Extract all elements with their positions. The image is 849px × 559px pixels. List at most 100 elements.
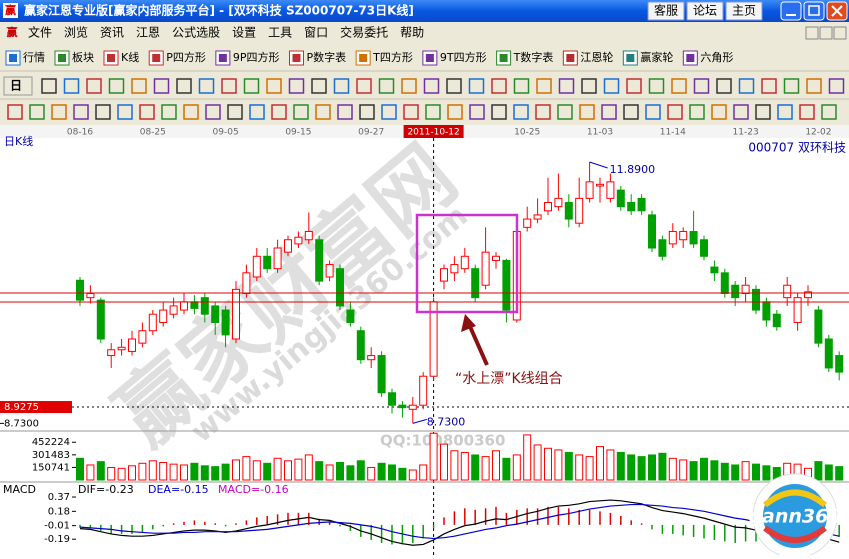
tool-icon[interactable] bbox=[131, 78, 147, 94]
tool-label[interactable]: 江恩轮 bbox=[580, 50, 613, 64]
tool-icon[interactable] bbox=[378, 78, 395, 94]
tool-icon[interactable] bbox=[271, 104, 287, 120]
tool-icon[interactable] bbox=[761, 78, 777, 94]
tool-icon[interactable] bbox=[513, 104, 529, 120]
tool-label[interactable]: 行情 bbox=[23, 51, 45, 64]
tool-icon[interactable] bbox=[425, 104, 441, 120]
tool-icon[interactable] bbox=[205, 104, 221, 120]
tool-icon[interactable] bbox=[401, 78, 417, 94]
tool-icon[interactable] bbox=[648, 78, 665, 94]
title-button-label[interactable]: 客服 bbox=[654, 3, 678, 18]
tool-icon[interactable] bbox=[117, 104, 133, 120]
menu-item[interactable]: 窗口 bbox=[304, 26, 328, 40]
tool-icon[interactable] bbox=[333, 78, 350, 94]
tool-label[interactable]: 六角形 bbox=[700, 51, 733, 64]
tool-label[interactable]: K线 bbox=[121, 50, 139, 64]
maximize-button[interactable] bbox=[803, 1, 825, 21]
title-button-label[interactable]: 主页 bbox=[732, 4, 756, 18]
tool-icon[interactable] bbox=[108, 78, 125, 94]
tool-icon[interactable] bbox=[468, 78, 485, 94]
tool-icon[interactable] bbox=[828, 78, 845, 94]
tool-icon[interactable] bbox=[7, 104, 23, 120]
menu-item[interactable]: 帮助 bbox=[400, 26, 424, 40]
tool-label[interactable]: T数字表 bbox=[513, 50, 554, 64]
tool-label[interactable]: 9T四方形 bbox=[440, 50, 487, 64]
tool-icon[interactable] bbox=[95, 104, 111, 120]
tool-icon[interactable] bbox=[315, 104, 331, 120]
menu-item[interactable]: 浏览 bbox=[64, 25, 88, 40]
tool-icon[interactable] bbox=[716, 78, 732, 94]
tool-icon[interactable] bbox=[198, 78, 215, 94]
tool-icon[interactable] bbox=[626, 78, 642, 94]
tool-icon[interactable] bbox=[799, 104, 815, 120]
mdi-button[interactable] bbox=[833, 26, 847, 40]
tool-icon[interactable] bbox=[161, 104, 177, 120]
title-button[interactable] bbox=[725, 1, 763, 21]
tool-icon[interactable] bbox=[579, 104, 595, 120]
menu-item[interactable]: 资讯 bbox=[100, 26, 124, 40]
tool-icon[interactable] bbox=[446, 78, 462, 94]
tool-label[interactable]: P数字表 bbox=[307, 50, 347, 64]
tool-icon[interactable] bbox=[738, 78, 755, 94]
tool-icon[interactable] bbox=[623, 104, 639, 120]
tool-icon[interactable] bbox=[491, 78, 507, 94]
menu-item[interactable]: 公式选股 bbox=[172, 26, 220, 40]
tool-icon[interactable] bbox=[356, 78, 372, 94]
tool-icon[interactable] bbox=[536, 78, 552, 94]
tool-icon[interactable] bbox=[535, 104, 551, 120]
period-label[interactable]: 日 bbox=[10, 79, 22, 93]
tool-icon[interactable] bbox=[469, 104, 485, 120]
tool-label[interactable]: 赢家轮 bbox=[640, 50, 673, 64]
tool-icon[interactable] bbox=[645, 104, 661, 120]
menu-item[interactable]: 交易委托 bbox=[340, 25, 388, 40]
tool-icon[interactable] bbox=[249, 104, 265, 120]
tool-icon[interactable] bbox=[293, 104, 309, 120]
tool-icon[interactable] bbox=[221, 78, 237, 94]
tool-icon[interactable] bbox=[311, 78, 327, 94]
mdi-button[interactable] bbox=[805, 26, 819, 40]
tool-icon[interactable] bbox=[381, 104, 397, 120]
tool-icon[interactable] bbox=[777, 104, 793, 120]
tool-icon[interactable] bbox=[403, 104, 419, 120]
menu-item[interactable]: 工具 bbox=[268, 26, 292, 40]
title-button-label[interactable]: 论坛 bbox=[693, 4, 717, 18]
mdi-button[interactable] bbox=[819, 26, 833, 40]
tool-icon[interactable] bbox=[693, 78, 710, 94]
tool-label[interactable]: 板块 bbox=[72, 50, 94, 64]
tool-icon[interactable] bbox=[733, 104, 749, 120]
title-button[interactable] bbox=[647, 1, 685, 21]
tool-label[interactable]: T四方形 bbox=[372, 50, 413, 64]
tool-icon[interactable] bbox=[288, 78, 305, 94]
tool-icon[interactable] bbox=[423, 78, 440, 94]
tool-icon[interactable] bbox=[821, 104, 837, 120]
tool-icon[interactable] bbox=[73, 104, 89, 120]
tool-icon[interactable] bbox=[41, 78, 57, 94]
period-button[interactable] bbox=[3, 76, 33, 96]
minimize-button[interactable] bbox=[780, 1, 802, 21]
tool-icon[interactable] bbox=[671, 78, 687, 94]
tool-icon[interactable] bbox=[243, 78, 260, 94]
tool-icon[interactable] bbox=[153, 78, 170, 94]
menu-item[interactable]: 江恩 bbox=[136, 26, 160, 40]
tool-icon[interactable] bbox=[513, 78, 530, 94]
tool-icon[interactable] bbox=[557, 104, 573, 120]
tool-icon[interactable] bbox=[266, 78, 282, 94]
tool-icon[interactable] bbox=[711, 104, 727, 120]
title-button[interactable] bbox=[686, 1, 724, 21]
tool-label[interactable]: 9P四方形 bbox=[233, 50, 280, 64]
tool-icon[interactable] bbox=[227, 104, 243, 120]
tool-icon[interactable] bbox=[603, 78, 620, 94]
tool-icon[interactable] bbox=[581, 78, 597, 94]
tool-icon[interactable] bbox=[63, 78, 80, 94]
tool-icon[interactable] bbox=[806, 78, 822, 94]
tool-icon[interactable] bbox=[183, 104, 199, 120]
tool-icon[interactable] bbox=[667, 104, 683, 120]
tool-label[interactable]: P四方形 bbox=[166, 50, 206, 64]
tool-icon[interactable] bbox=[51, 104, 67, 120]
tool-icon[interactable] bbox=[601, 104, 617, 120]
tool-icon[interactable] bbox=[689, 104, 705, 120]
tool-icon[interactable] bbox=[176, 78, 192, 94]
tool-icon[interactable] bbox=[86, 78, 102, 94]
tool-icon[interactable] bbox=[337, 104, 353, 120]
tool-icon[interactable] bbox=[755, 104, 771, 120]
